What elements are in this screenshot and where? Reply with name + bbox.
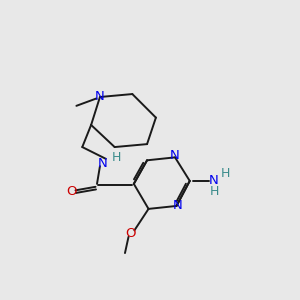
- Text: O: O: [67, 185, 77, 198]
- Text: H: H: [220, 167, 230, 180]
- Text: H: H: [112, 151, 121, 164]
- Text: H: H: [210, 185, 220, 198]
- Text: N: N: [95, 91, 105, 103]
- Text: O: O: [126, 227, 136, 240]
- Text: N: N: [173, 200, 183, 212]
- Text: N: N: [170, 149, 180, 162]
- Text: N: N: [208, 174, 218, 188]
- Text: N: N: [98, 157, 108, 170]
